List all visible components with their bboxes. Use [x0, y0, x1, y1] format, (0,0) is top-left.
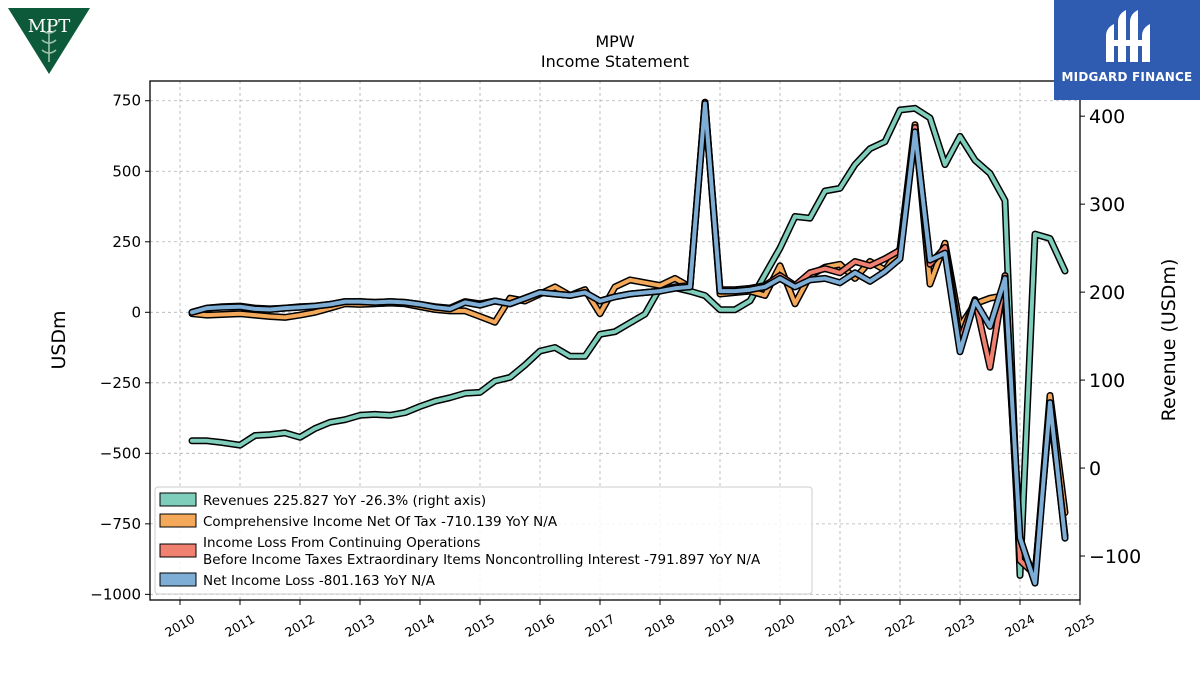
left-tick-label: −250	[100, 374, 141, 392]
left-tick-label: 0	[131, 303, 141, 321]
right-tick-label: 200	[1089, 282, 1125, 304]
x-tick-label: 2021	[822, 611, 857, 640]
midgard-logo-text: MIDGARD FINANCE	[1061, 70, 1193, 84]
series-revenues	[188, 104, 1069, 579]
legend: Revenues 225.827 YoY -26.3% (right axis)…	[154, 486, 813, 595]
x-tick-label: 2017	[582, 611, 617, 640]
plot-frame	[149, 80, 1081, 601]
right-tick-label: −100	[1089, 546, 1141, 568]
legend-label-pretax-line2: Before Income Taxes Extraordinary Items …	[203, 552, 761, 568]
right-tick-label: 0	[1089, 458, 1101, 480]
x-tick-label: 2013	[342, 611, 377, 640]
x-tick-label: 2011	[222, 611, 257, 640]
right-tick-label: 300	[1089, 194, 1125, 216]
x-axis: 2010 2011 2012 2013 2014 2015 2016 2017 2018 2019…	[162, 600, 1097, 640]
legend-swatch-net-income	[159, 572, 197, 587]
left-axis-label: USDm	[48, 310, 70, 369]
left-tick-label: 500	[112, 162, 141, 180]
legend-label-comprehensive: Comprehensive Income Net Of Tax -710.139…	[203, 514, 558, 530]
x-tick-label: 2025	[1062, 611, 1097, 640]
left-tick-label: −750	[100, 515, 141, 533]
chart-ticker-title: MPW	[595, 32, 634, 51]
x-tick-label: 2016	[522, 611, 557, 640]
x-tick-label: 2014	[402, 611, 437, 640]
left-tick-label: −500	[100, 444, 141, 462]
mpt-logo: MPT	[8, 8, 90, 74]
x-tick-label: 2023	[942, 611, 977, 640]
left-tick-label: −1000	[90, 585, 141, 603]
series-layer	[188, 98, 1069, 587]
x-tick-label: 2018	[642, 611, 677, 640]
left-axis: −1000 −750 −500 −250 0 250 500 750	[90, 92, 150, 603]
x-tick-label: 2024	[1002, 611, 1037, 640]
legend-swatch-revenues	[159, 492, 197, 507]
right-tick-label: 100	[1089, 370, 1125, 392]
x-tick-label: 2019	[702, 611, 737, 640]
legend-box	[154, 486, 813, 595]
x-tick-label: 2015	[462, 611, 497, 640]
mpt-logo-text: MPT	[28, 16, 71, 37]
legend-label-pretax-line1: Income Loss From Continuing Operations	[203, 535, 480, 551]
series-revenues-line	[190, 106, 1067, 578]
right-axis: −100 0 100 200 300 400	[1080, 106, 1141, 568]
right-tick-label: 400	[1089, 106, 1125, 128]
x-tick-label: 2022	[882, 611, 917, 640]
midgard-logo-icon	[1106, 10, 1150, 62]
left-tick-label: 250	[112, 233, 141, 251]
x-tick-label: 2020	[762, 611, 797, 640]
left-tick-label: 750	[112, 92, 141, 110]
midgard-finance-logo: MIDGARD FINANCE	[1054, 0, 1200, 100]
legend-label-revenues: Revenues 225.827 YoY -26.3% (right axis)	[203, 493, 486, 509]
legend-swatch-pretax	[159, 543, 197, 558]
x-tick-label: 2012	[282, 611, 317, 640]
caduceus-icon	[41, 22, 57, 62]
legend-swatch-comprehensive	[159, 513, 197, 528]
series-net-income-line	[190, 101, 1067, 586]
chart-subtitle: Income Statement	[541, 52, 689, 71]
right-axis-label: Revenue (USDm)	[1158, 259, 1180, 422]
series-net-income	[188, 100, 1069, 587]
x-tick-label: 2010	[162, 611, 197, 640]
legend-label-net-income: Net Income Loss -801.163 YoY N/A	[203, 573, 436, 589]
